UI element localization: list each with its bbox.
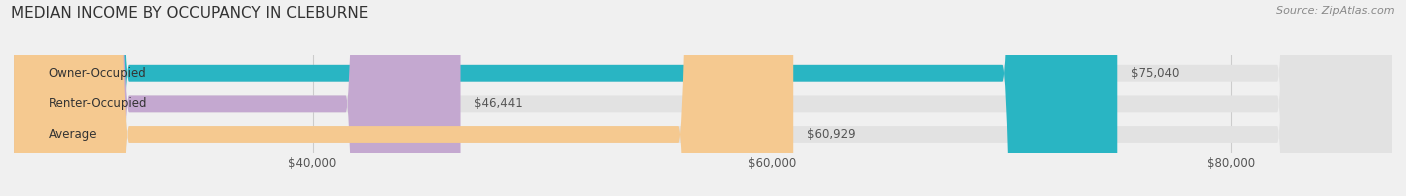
Text: Owner-Occupied: Owner-Occupied — [48, 67, 146, 80]
FancyBboxPatch shape — [14, 0, 1392, 196]
Text: $60,929: $60,929 — [807, 128, 856, 141]
Text: $46,441: $46,441 — [474, 97, 523, 110]
Text: Renter-Occupied: Renter-Occupied — [48, 97, 148, 110]
Text: $75,040: $75,040 — [1130, 67, 1180, 80]
Text: Source: ZipAtlas.com: Source: ZipAtlas.com — [1277, 6, 1395, 16]
Text: MEDIAN INCOME BY OCCUPANCY IN CLEBURNE: MEDIAN INCOME BY OCCUPANCY IN CLEBURNE — [11, 6, 368, 21]
FancyBboxPatch shape — [14, 0, 1392, 196]
FancyBboxPatch shape — [14, 0, 1118, 196]
FancyBboxPatch shape — [14, 0, 793, 196]
FancyBboxPatch shape — [14, 0, 461, 196]
Text: Average: Average — [48, 128, 97, 141]
FancyBboxPatch shape — [14, 0, 1392, 196]
